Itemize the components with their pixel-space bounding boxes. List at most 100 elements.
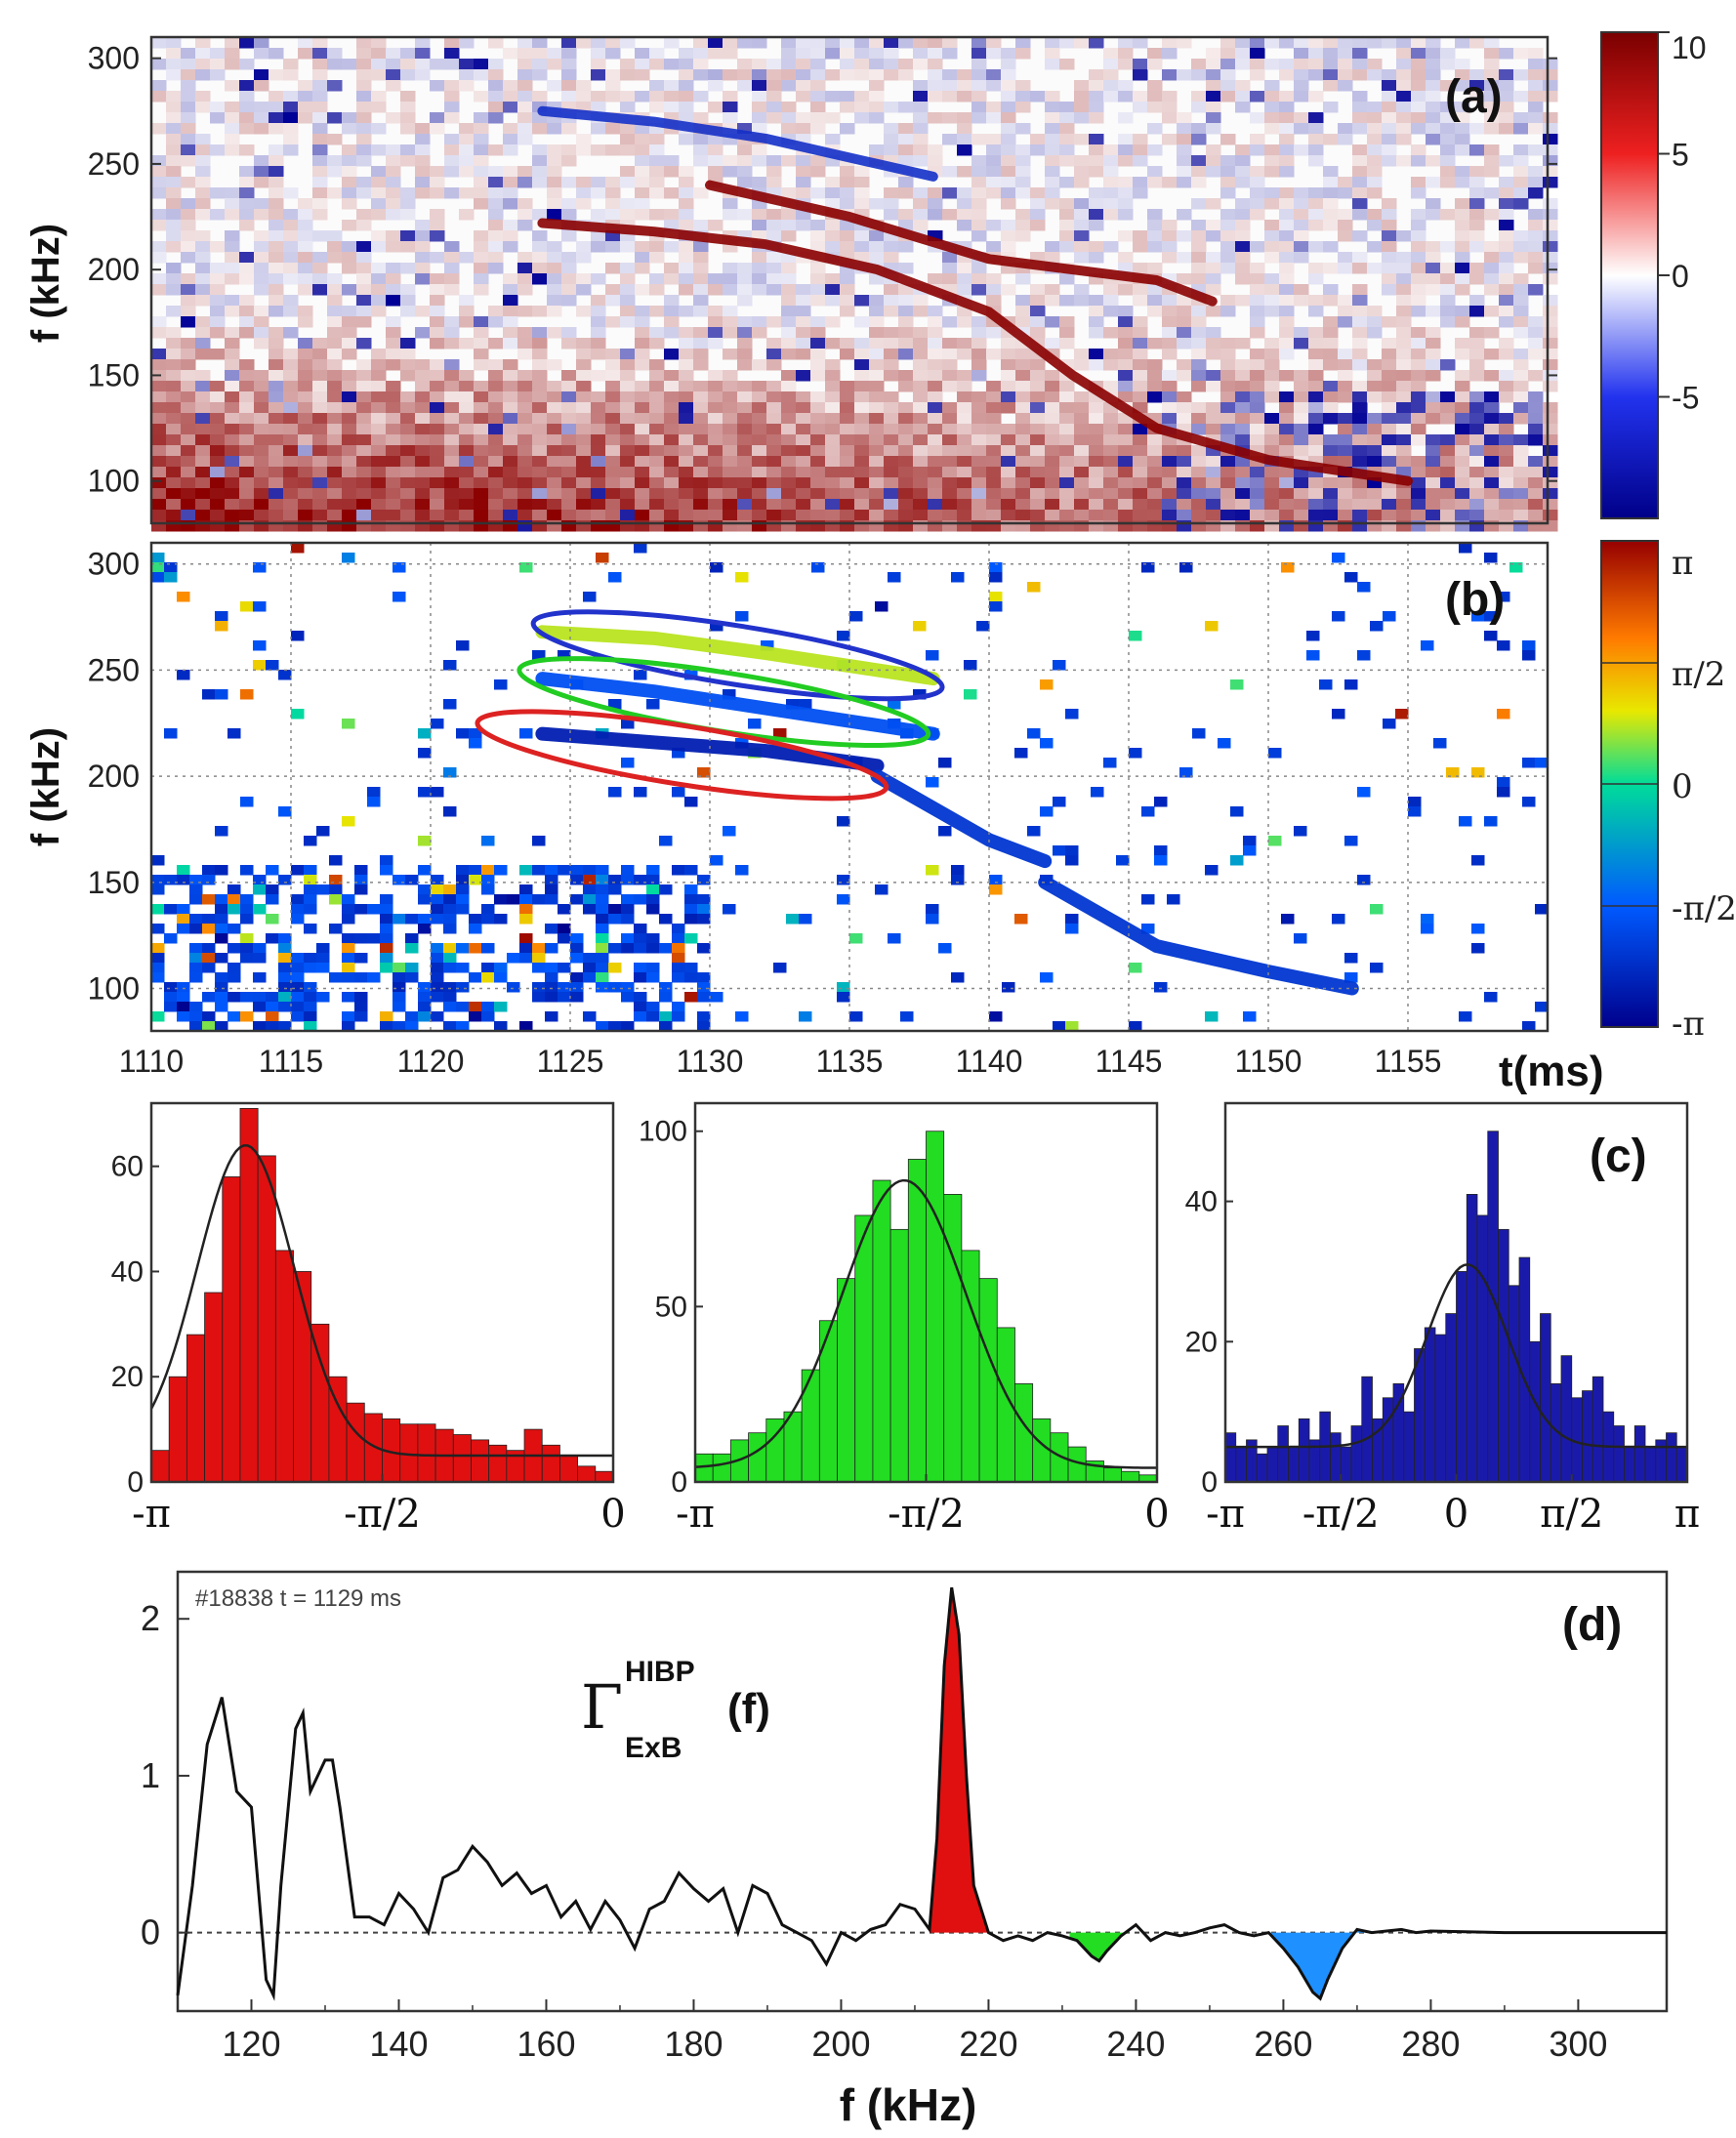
panel-a-cell [1367,59,1383,70]
panel-a-cell [825,230,841,242]
panel-a-cell [1352,316,1368,328]
panel-a-cell [1220,80,1236,92]
panel-a-cell [1118,338,1134,349]
panel-a-cell [166,48,182,60]
panel-a-cell [898,488,914,500]
panel-a-cell [854,252,870,264]
panel-a-cell [928,327,943,339]
panel-a-cell [781,445,797,457]
panel-a-cell [1352,477,1368,489]
panel-b-cell [227,884,241,895]
panel-a-cell [283,424,299,435]
panel-a-cell [166,359,182,371]
panel-a-cell [1338,48,1353,60]
panel-a-cell [869,112,885,124]
panel-b-cell [672,933,685,944]
panel-a-cell [371,413,387,425]
panel-b-cell [291,982,305,993]
panel-a-cell [869,306,885,317]
panel-a-cell [1352,102,1368,113]
panel-a-cell [356,467,372,478]
panel-a-cell [576,284,592,296]
panel-a-cell [195,230,211,242]
panel-a-cell [1279,488,1295,500]
panel-a-cell [664,273,680,285]
panel-a-cell [708,306,723,317]
panel-a-cell [415,263,431,274]
panel-a-cell [1177,456,1192,468]
panel-a-cell [1279,155,1295,167]
panel-a-cell [386,187,401,199]
panel-a-cell [1382,370,1397,382]
panel-b-cell [380,865,393,876]
panel-b-cell [189,914,203,925]
panel-b-cell [405,875,419,885]
panel-a-cell [957,306,972,317]
panel-a-cell [1338,187,1353,199]
panel-a-cell [884,209,899,221]
panel-a-cell [957,273,972,285]
panel-a-cell [576,252,592,264]
panel-a-cell [1250,381,1265,392]
panel-c-x-tick-label: -π/2 [888,1492,965,1537]
panel-b-cell [304,953,317,964]
panel-a-cell [840,102,855,113]
panel-a-cell [415,306,431,317]
panel-a-cell [986,144,1002,156]
panel-a-cell [400,349,416,360]
panel-a-cell [488,166,504,178]
panel-a-cell [503,434,518,446]
panel-a-cell [1411,467,1426,478]
panel-c-bar [1403,1411,1415,1483]
panel-a-cell [1089,456,1104,468]
panel-a-cell [840,123,855,135]
panel-a-cell [1177,391,1192,403]
panel-a-cell [1367,177,1383,188]
panel-a-cell [1250,488,1265,500]
panel-b-cell [215,621,228,632]
panel-a-cell [840,477,855,489]
panel-b-cell [151,562,165,573]
panel-a-cell [371,499,387,511]
panel-a-cell [517,209,533,221]
panel-a-cell [459,316,475,328]
panel-a-cell [840,349,855,360]
panel-a-cell [1411,499,1426,511]
panel-a-cell [166,370,182,382]
panel-a-cell [913,187,929,199]
panel-a-cell [1220,220,1236,231]
panel-b-cell [608,1021,622,1032]
panel-a-cell [356,37,372,49]
panel-a-cell [547,359,562,371]
panel-b-cell [532,982,546,993]
panel-a-cell [327,488,343,500]
panel-a-cell [1294,477,1309,489]
panel-a-cell [723,284,738,296]
panel-b-cell [1053,797,1066,807]
panel-c-bar [595,1470,614,1483]
panel-a-cell [517,263,533,274]
panel-a-cell [1045,166,1060,178]
panel-a-cell [1411,37,1426,49]
panel-b-cell [431,875,444,885]
panel-a-cell [1103,295,1119,307]
panel-a-cell [1015,209,1031,221]
panel-a-cell [547,434,562,446]
panel-a-cell [1220,241,1236,253]
panel-a-cell [1352,381,1368,392]
panel-a-cell [1352,91,1368,103]
panel-a-cell [210,144,226,156]
panel-b-cell [393,562,406,573]
panel-a-cell [327,424,343,435]
panel-a-cell [591,488,606,500]
panel-a-cell [591,69,606,81]
panel-a-cell [327,80,343,92]
panel-a-cell [1308,91,1324,103]
panel-a-cell [1396,381,1412,392]
panel-a-cell [1396,295,1412,307]
panel-b-cell [456,963,470,973]
panel-a-cell [591,434,606,446]
panel-a-cell [151,467,167,478]
panel-a-cell [561,456,577,468]
panel-a-cell [1484,456,1500,468]
